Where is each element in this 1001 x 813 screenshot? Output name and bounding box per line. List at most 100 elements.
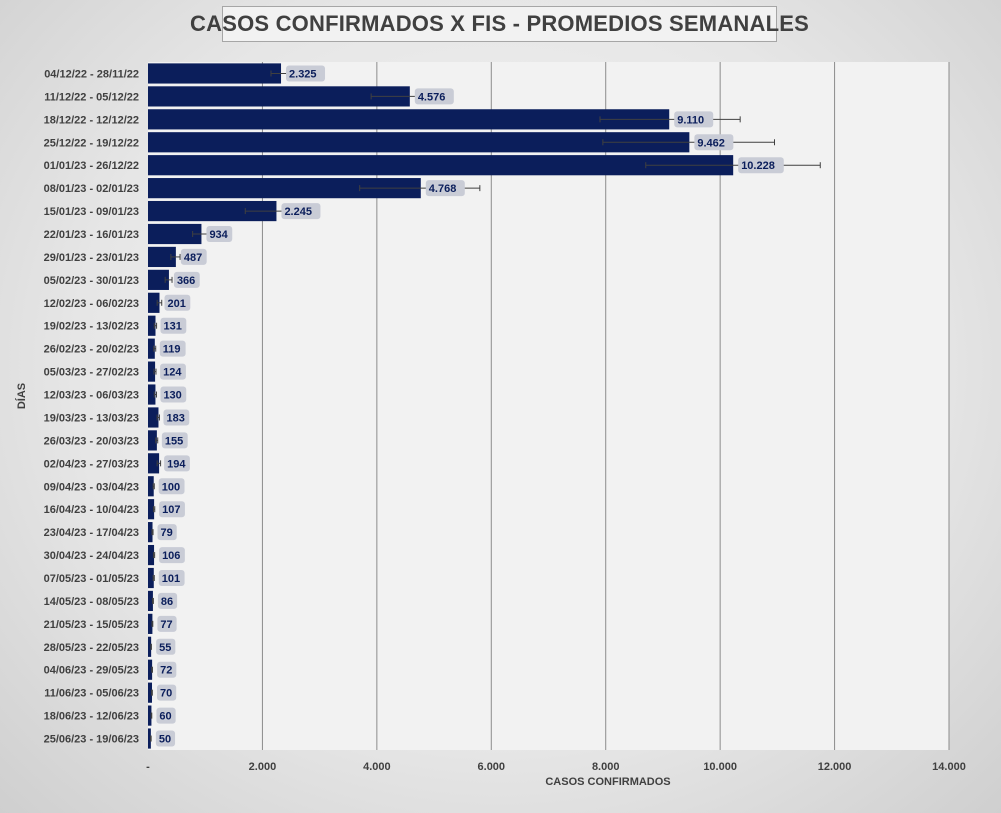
data-label-bg	[425, 180, 465, 197]
bar	[148, 636, 152, 657]
y-tick-label: 30/04/23 - 24/04/23	[44, 550, 139, 562]
data-label-bg	[157, 615, 177, 632]
data-label: 86	[161, 596, 173, 608]
data-label: 9.110	[677, 114, 704, 126]
y-tick-label: 02/04/23 - 27/03/23	[44, 458, 139, 470]
y-tick-label: 16/04/23 - 10/04/23	[44, 504, 139, 516]
y-tick-label: 04/12/22 - 28/11/22	[44, 68, 139, 80]
bar	[148, 728, 151, 749]
data-label-bg	[159, 501, 185, 518]
y-tick-label: 19/02/23 - 13/02/23	[44, 321, 139, 333]
data-label: 366	[177, 275, 195, 287]
data-label: 101	[162, 573, 180, 585]
y-tick-label: 14/05/23 - 08/05/23	[44, 596, 139, 608]
data-label: 155	[165, 435, 183, 447]
y-tick-label: 04/06/23 - 29/05/23	[44, 665, 139, 677]
y-tick-label: 12/02/23 - 06/02/23	[44, 298, 139, 310]
data-label: 50	[159, 734, 171, 746]
data-label: 106	[162, 550, 180, 562]
bar	[148, 476, 154, 497]
data-label: 100	[162, 481, 180, 493]
data-label: 124	[163, 367, 182, 379]
data-label: 2.325	[289, 68, 317, 80]
data-label-bg	[157, 524, 177, 541]
y-tick-label: 11/06/23 - 05/06/23	[44, 688, 139, 700]
bar	[148, 522, 153, 543]
bar	[148, 200, 277, 222]
y-tick-label: 22/01/23 - 16/01/23	[44, 229, 139, 241]
bar	[148, 384, 156, 405]
data-label-bg	[281, 203, 321, 220]
data-label: 487	[184, 252, 202, 264]
data-label-bg	[163, 409, 190, 426]
y-tick-label: 18/12/22 - 12/12/22	[44, 114, 139, 126]
bar	[148, 430, 157, 451]
data-label-bg	[160, 317, 187, 334]
y-tick-label: 11/12/22 - 05/12/22	[44, 91, 139, 103]
data-label-bg	[694, 134, 734, 151]
data-label-bg	[158, 570, 185, 586]
y-tick-label: 05/03/23 - 27/02/23	[44, 367, 139, 379]
data-label-bg	[414, 88, 454, 105]
data-label: 10.228	[741, 160, 775, 172]
data-label: 9.462	[697, 137, 725, 149]
data-label: 183	[166, 412, 184, 424]
data-label-bg	[180, 248, 207, 265]
bar	[148, 269, 169, 290]
y-tick-label: 01/01/23 - 26/12/22	[44, 160, 139, 172]
x-tick-label: 10.000	[703, 761, 737, 773]
data-label-bg	[164, 455, 190, 472]
bar	[148, 705, 152, 726]
bar	[148, 407, 159, 428]
data-label: 131	[163, 321, 181, 333]
chart-title: CASOS CONFIRMADOS X FIS - PROMEDIOS SEMA…	[190, 6, 809, 42]
data-label-bg	[158, 478, 185, 495]
bar	[148, 499, 155, 520]
y-tick-label: 18/06/23 - 12/06/23	[44, 711, 139, 723]
data-label: 130	[163, 390, 181, 402]
y-tick-label: 26/03/23 - 20/03/23	[44, 435, 139, 447]
data-label: 194	[167, 458, 186, 470]
data-label: 4.768	[429, 183, 457, 195]
x-tick-label: -	[146, 761, 150, 773]
x-axis-label: CASOS CONFIRMADOS	[545, 776, 671, 788]
bar	[148, 659, 153, 680]
data-label: 119	[163, 344, 181, 356]
data-label-bg	[159, 547, 185, 564]
data-label: 934	[209, 229, 228, 241]
bar	[148, 453, 160, 474]
data-label-bg	[286, 65, 326, 82]
x-tick-label: 14.000	[932, 761, 966, 773]
data-label: 4.576	[418, 91, 446, 103]
data-label-bg	[164, 294, 191, 311]
x-tick-label: 12.000	[818, 761, 852, 773]
bar	[148, 613, 153, 634]
bar	[148, 86, 410, 107]
data-label-bg	[160, 363, 186, 380]
plot-area	[148, 62, 949, 750]
bar	[148, 590, 153, 612]
data-label-bg	[155, 730, 176, 747]
bar	[148, 63, 282, 84]
y-tick-label: 09/04/23 - 03/04/23	[44, 481, 139, 493]
bar	[148, 223, 202, 245]
data-label-bg	[157, 661, 177, 678]
data-label-bg	[160, 386, 187, 403]
y-tick-label: 07/05/23 - 01/05/23	[44, 573, 139, 585]
x-tick-label: 6.000	[478, 761, 506, 773]
data-label: 72	[160, 665, 172, 677]
y-tick-label: 12/03/23 - 06/03/23	[44, 390, 139, 402]
x-tick-label: 2.000	[249, 761, 277, 773]
data-label-bg	[738, 157, 784, 174]
bar	[148, 315, 156, 336]
bar	[148, 178, 421, 199]
data-label: 77	[160, 619, 172, 631]
data-label-bg	[173, 271, 200, 288]
x-tick-label: 4.000	[363, 761, 391, 773]
data-label: 79	[161, 527, 173, 539]
y-tick-label: 29/01/23 - 23/01/23	[44, 252, 139, 264]
data-label-bg	[156, 638, 176, 655]
bar	[148, 155, 734, 176]
y-tick-label: 25/12/22 - 19/12/22	[44, 137, 139, 149]
y-tick-label: 28/05/23 - 22/05/23	[44, 642, 139, 654]
